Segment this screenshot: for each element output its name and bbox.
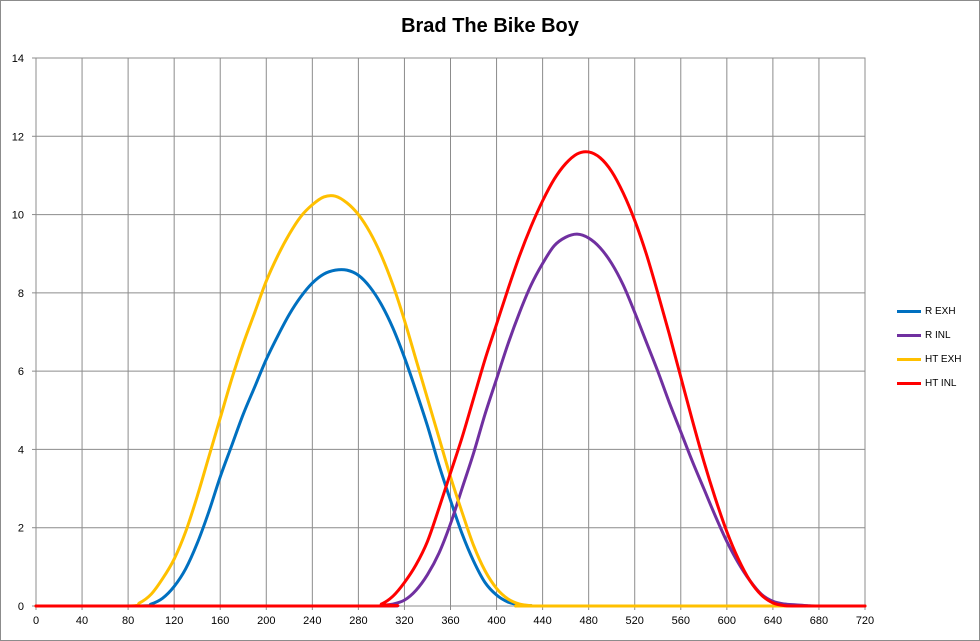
x-tick-label: 40 [76, 615, 88, 627]
x-tick-label: 680 [810, 615, 828, 627]
legend: R EXH R INL HT EXH HT INL [897, 299, 977, 395]
x-tick-label: 600 [718, 615, 736, 627]
x-tick-label: 320 [395, 615, 413, 627]
legend-swatch [897, 333, 921, 337]
x-tick-label: 480 [579, 615, 597, 627]
x-tick-label: 0 [33, 615, 39, 627]
legend-item-ht-exh: HT EXH [897, 347, 977, 371]
legend-item-r-inl: R INL [897, 323, 977, 347]
legend-label: R EXH [925, 305, 956, 317]
legend-swatch [897, 357, 921, 361]
legend-item-r-exh: R EXH [897, 299, 977, 323]
legend-label: HT EXH [925, 353, 962, 365]
x-tick-label: 200 [257, 615, 275, 627]
y-tick-label: 12 [12, 131, 24, 143]
series-lines [34, 150, 867, 608]
x-tick-label: 160 [211, 615, 229, 627]
y-tick-label: 10 [12, 210, 24, 222]
x-tick-label: 120 [165, 615, 183, 627]
legend-item-ht-inl: HT INL [897, 371, 977, 395]
legend-swatch [897, 381, 921, 385]
x-tick-label: 400 [487, 615, 505, 627]
x-tick-label: 520 [626, 615, 644, 627]
x-tick-label: 640 [764, 615, 782, 627]
y-tick-label: 2 [18, 523, 24, 535]
tick-labels: 0 40 80 120 160 200 240 280 320 360 400 440 480 520 56… [12, 53, 874, 627]
x-tick-label: 720 [856, 615, 874, 627]
x-tick-label: 360 [441, 615, 459, 627]
chart-title: Brad The Bike Boy [401, 15, 579, 37]
y-tick-label: 8 [18, 288, 24, 300]
x-tick-label: 80 [122, 615, 134, 627]
x-tick-label: 560 [672, 615, 690, 627]
series-line-r-exh [34, 268, 867, 608]
x-tick-label: 440 [533, 615, 551, 627]
y-tick-label: 4 [18, 444, 24, 456]
y-tick-label: 6 [18, 366, 24, 378]
series-line-ht-inl [34, 150, 867, 608]
plot-border [35, 57, 866, 607]
y-tick-label: 14 [12, 53, 24, 65]
grid-lines [35, 57, 866, 607]
legend-label: R INL [925, 329, 951, 341]
legend-swatch [897, 309, 921, 313]
x-tick-label: 240 [303, 615, 321, 627]
y-tick-label: 0 [18, 601, 24, 613]
series-line-ht-exh [34, 194, 867, 608]
x-tick-label: 280 [349, 615, 367, 627]
legend-label: HT INL [925, 377, 957, 389]
